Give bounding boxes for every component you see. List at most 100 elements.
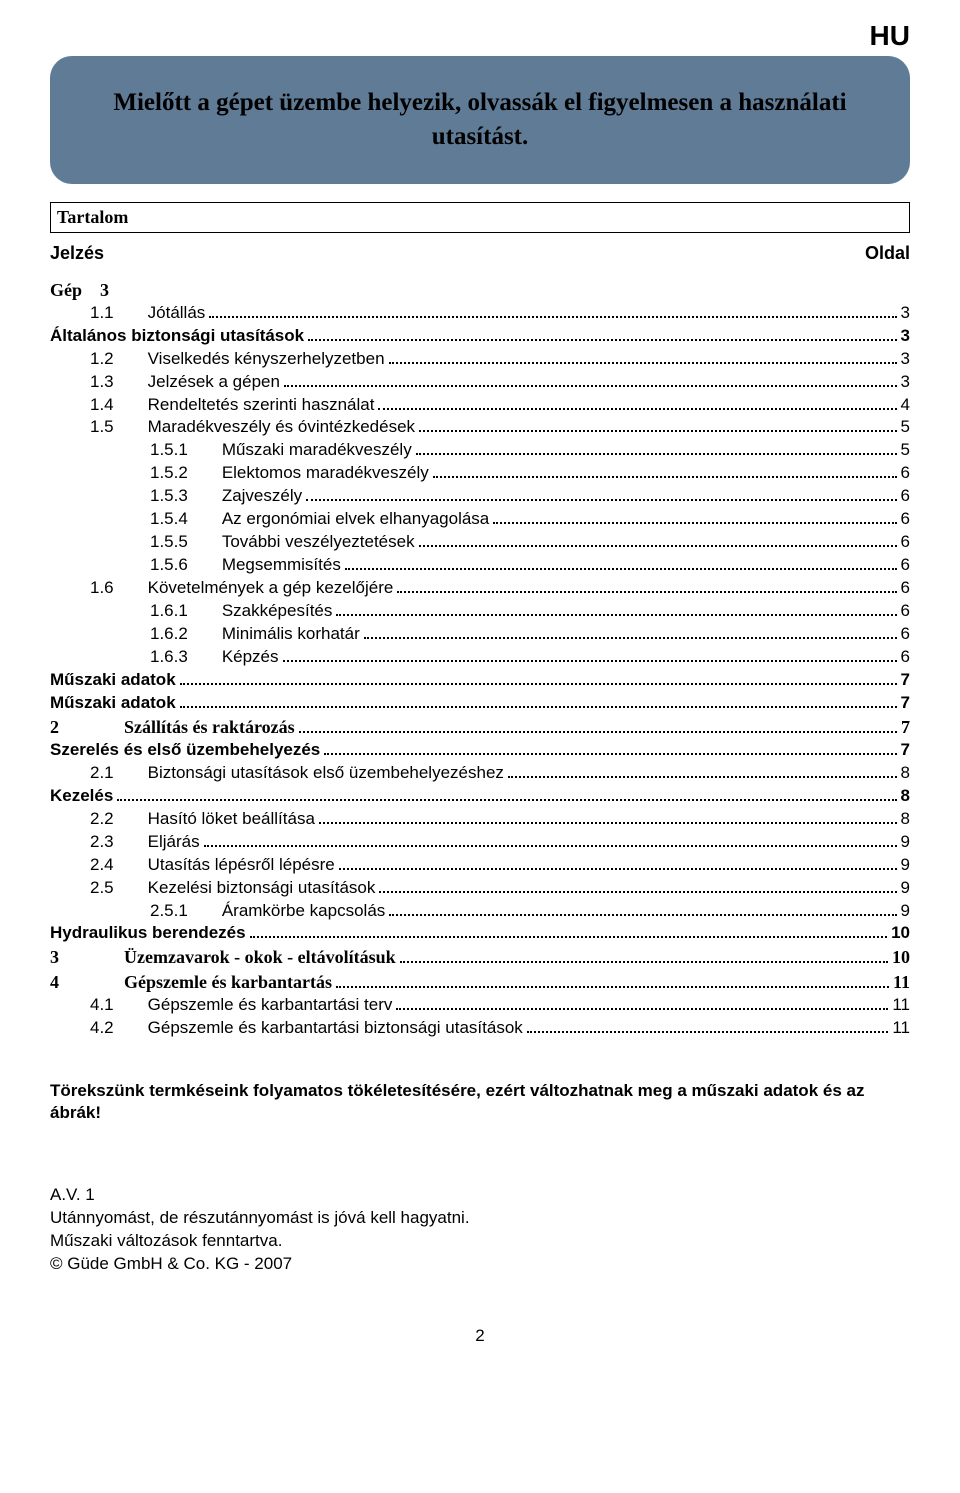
toc-entry-label: Biztonsági utasítások első üzembehelyezé… xyxy=(142,762,504,785)
toc-entry-page: 9 xyxy=(901,877,910,900)
toc-entry-label: Jótállás xyxy=(142,302,206,325)
toc-entry-number: 1.5 xyxy=(50,416,114,439)
toc-entry-page: 3 xyxy=(901,371,910,394)
toc-entry-number: 2 xyxy=(50,715,90,739)
toc-entry-page: 6 xyxy=(901,485,910,508)
imprint-line: Utánnyomást, de részutánnyomást is jóvá … xyxy=(50,1207,910,1230)
toc-entry-label: Gépszemle és karbantartási biztonsági ut… xyxy=(142,1017,523,1040)
toc-leader-dots xyxy=(389,914,896,916)
toc-leader-dots xyxy=(433,476,897,478)
toc-entry-number: 1.6.3 xyxy=(50,646,188,669)
toc-entry-label: Maradékveszély és óvintézkedések xyxy=(142,416,415,439)
toc-leader-dots xyxy=(419,430,896,432)
toc-entry-page: 5 xyxy=(901,439,910,462)
toc-leader-dots xyxy=(339,868,897,870)
toc-entry-page: 6 xyxy=(901,462,910,485)
imprint-line: A.V. 1 xyxy=(50,1184,910,1207)
toc-header: Jelzés Oldal xyxy=(50,243,910,264)
toc-leader-dots xyxy=(400,961,888,963)
toc-entry-page: 8 xyxy=(901,785,910,808)
toc-entry: Hydraulikus berendezés10 xyxy=(50,922,910,945)
toc-entry: Általános biztonsági utasítások3 xyxy=(50,325,910,348)
toc-leader-dots xyxy=(378,408,896,410)
toc-entry: 4Gépszemle és karbantartás11 xyxy=(50,970,910,994)
toc-entry-label: 3 xyxy=(94,278,109,302)
page-number: 2 xyxy=(50,1326,910,1346)
toc-entry-page: 8 xyxy=(901,762,910,785)
toc-entry-label: Általános biztonsági utasítások xyxy=(50,325,304,348)
toc-entry-label: Szakképesítés xyxy=(216,600,333,623)
toc-entry: 1.5.1Műszaki maradékveszély5 xyxy=(50,439,910,462)
toc-entry-label: Megsemmisítés xyxy=(216,554,341,577)
toc-leader-dots xyxy=(397,591,896,593)
document-page: HU Mielőtt a gépet üzembe helyezik, olva… xyxy=(0,0,960,1386)
toc-entry: 2 Szállítás és raktározás 7 xyxy=(50,715,910,739)
warning-callout: Mielőtt a gépet üzembe helyezik, olvassá… xyxy=(50,56,910,184)
toc-entry-page: 11 xyxy=(892,1017,910,1040)
toc-entry-number: 1.2 xyxy=(50,348,114,371)
toc-entry: 1.5.5További veszélyeztetések6 xyxy=(50,531,910,554)
toc-entry: 4.2Gépszemle és karbantartási biztonsági… xyxy=(50,1017,910,1040)
toc-entry: 1.5.2Elektomos maradékveszély6 xyxy=(50,462,910,485)
toc-entry-page: 6 xyxy=(901,646,910,669)
toc-entry: 1.3 Jelzések a gépen 3 xyxy=(50,371,910,394)
toc-leader-dots xyxy=(345,568,897,570)
toc-entry-label: Áramkörbe kapcsolás xyxy=(216,900,385,923)
toc-entry: 1.2Viselkedés kényszerhelyzetben3 xyxy=(50,348,910,371)
toc-entry-page: 11 xyxy=(893,970,910,994)
footnote-text: Törekszünk termkéseink folyamatos tökéle… xyxy=(50,1080,910,1124)
toc-leader-dots xyxy=(250,936,888,938)
toc-entry-number: 4.1 xyxy=(50,994,114,1017)
toc-entry-number: Gép xyxy=(50,278,82,302)
toc-entry-label: Szállítás és raktározás xyxy=(118,715,295,739)
toc-entry-page: 7 xyxy=(901,715,910,739)
toc-leader-dots xyxy=(493,522,896,524)
toc-entry-page: 11 xyxy=(892,994,910,1017)
toc-entry: Kezelés8 xyxy=(50,785,910,808)
toc-entry: 2.1Biztonsági utasítások első üzembehely… xyxy=(50,762,910,785)
toc-entry-number: 1.5.4 xyxy=(50,508,188,531)
toc-leader-dots xyxy=(389,362,897,364)
toc-entry-page: 6 xyxy=(901,508,910,531)
toc-entry-label: Eljárás xyxy=(142,831,200,854)
toc-entry-page: 9 xyxy=(901,854,910,877)
toc-entry-number: 1.3 xyxy=(50,371,114,394)
toc-leader-dots xyxy=(379,891,896,893)
toc-entry-label: Rendeltetés szerinti használat xyxy=(142,394,375,417)
toc-entry: Szerelés és első üzembehelyezés7 xyxy=(50,739,910,762)
toc-entry-page: 7 xyxy=(901,669,910,692)
toc-entry-number: 1.5.6 xyxy=(50,554,188,577)
toc-entry: 2.5Kezelési biztonsági utasítások9 xyxy=(50,877,910,900)
toc-entry-number: 2.3 xyxy=(50,831,114,854)
toc-entry-number: 1.1 xyxy=(50,302,114,325)
toc-entry-label: Kezelési biztonsági utasítások xyxy=(142,877,376,900)
toc-entry: 2.5.1Áramkörbe kapcsolás9 xyxy=(50,900,910,923)
toc-leader-dots xyxy=(508,776,897,778)
language-code: HU xyxy=(50,20,910,52)
toc-entry: Műszaki adatok7 xyxy=(50,669,910,692)
toc-entry-label: Utasítás lépésről lépésre xyxy=(142,854,335,877)
toc-entry-label: Műszaki maradékveszély xyxy=(216,439,412,462)
toc-entry-page: 6 xyxy=(901,623,910,646)
toc-entry: 1.4Rendeltetés szerinti használat4 xyxy=(50,394,910,417)
toc-entry-page: 6 xyxy=(901,600,910,623)
toc-entry-label: Jelzések a gépen xyxy=(142,371,280,394)
toc-entry-label: Üzemzavarok - okok - eltávolításuk xyxy=(118,945,396,969)
toc-header-left: Jelzés xyxy=(50,243,104,264)
toc-leader-dots xyxy=(204,845,897,847)
toc-entry: 1.6.3Képzés6 xyxy=(50,646,910,669)
toc-entry-label: Műszaki adatok xyxy=(50,692,176,715)
toc-entry-number: 1.6.2 xyxy=(50,623,188,646)
toc-leader-dots xyxy=(117,799,896,801)
toc-entry-label: Hasító löket beállítása xyxy=(142,808,315,831)
toc-entry-number: 1.6.1 xyxy=(50,600,188,623)
toc-leader-dots xyxy=(306,499,896,501)
toc-leader-dots xyxy=(396,1008,888,1010)
toc-leader-dots xyxy=(319,822,897,824)
toc-leader-dots xyxy=(527,1031,889,1033)
toc-entry: 4.1Gépszemle és karbantartási terv11 xyxy=(50,994,910,1017)
toc-entry-page: 3 xyxy=(901,348,910,371)
toc-entry-page: 7 xyxy=(901,692,910,715)
toc-leader-dots xyxy=(308,339,896,341)
toc-leader-dots xyxy=(209,316,896,318)
